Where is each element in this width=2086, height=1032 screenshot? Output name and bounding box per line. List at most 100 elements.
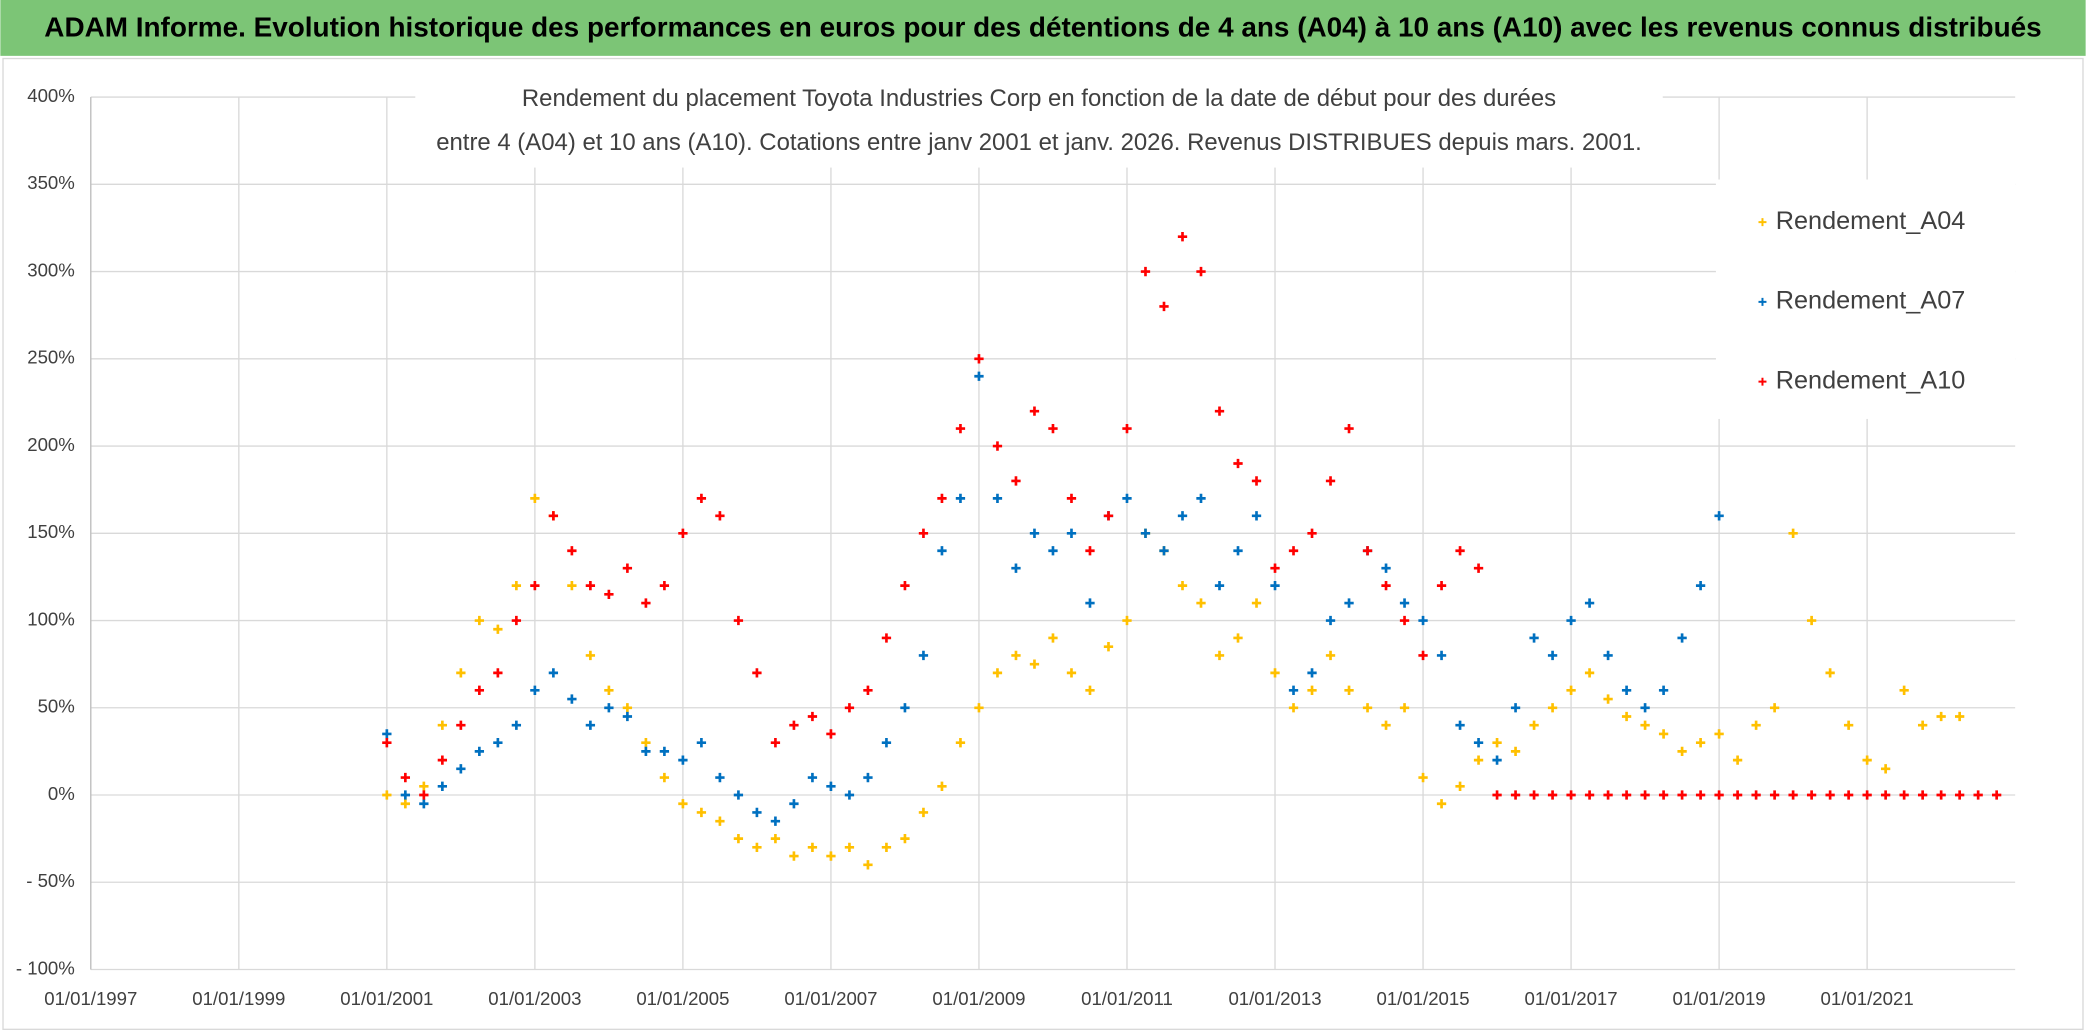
point <box>770 833 781 844</box>
point <box>992 668 1003 678</box>
point <box>493 668 503 678</box>
point <box>530 580 540 591</box>
point <box>1103 511 1114 521</box>
point <box>1103 642 1114 652</box>
point <box>900 703 910 713</box>
point <box>1325 615 1336 626</box>
point <box>1085 546 1095 556</box>
point <box>881 633 892 643</box>
point <box>1362 546 1373 556</box>
point <box>419 799 429 809</box>
y-tick-label: 100% <box>27 608 75 629</box>
point <box>1085 598 1095 608</box>
point <box>733 790 744 800</box>
point <box>1473 755 1484 765</box>
point <box>937 781 947 791</box>
point <box>1436 799 1447 809</box>
point <box>1381 563 1391 573</box>
point <box>752 668 762 678</box>
point <box>1177 580 1188 591</box>
point <box>807 711 818 722</box>
point <box>1159 546 1169 556</box>
x-tick-label: 01/01/2001 <box>340 988 433 1009</box>
legend-marker <box>1758 218 1767 227</box>
x-tick-label: 01/01/2009 <box>932 988 1025 1009</box>
legend-label: Rendement_A07 <box>1776 287 1966 315</box>
point <box>1603 650 1613 661</box>
point <box>1751 790 1761 800</box>
point <box>641 738 651 748</box>
point <box>1751 720 1761 730</box>
legend: Rendement_A04 Rendement_A07 Rendement_A10 <box>1758 207 1966 394</box>
point <box>770 816 781 826</box>
point <box>437 781 448 791</box>
point <box>696 493 707 504</box>
point <box>1714 729 1724 739</box>
point <box>881 738 892 748</box>
x-tick-label: 01/01/2007 <box>784 988 877 1009</box>
point <box>1640 703 1650 713</box>
point <box>1085 685 1095 695</box>
point <box>1196 493 1206 504</box>
legend-marker <box>1758 297 1767 306</box>
point <box>511 720 522 730</box>
point <box>1399 598 1410 608</box>
x-tick-label: 01/01/2003 <box>488 988 581 1009</box>
point <box>1436 580 1447 591</box>
point <box>1917 790 1928 800</box>
point <box>1325 476 1336 486</box>
point <box>1825 668 1835 678</box>
point <box>1492 738 1502 748</box>
point <box>955 423 966 434</box>
point <box>715 772 725 783</box>
point <box>585 720 596 730</box>
point <box>1584 598 1595 608</box>
point <box>1769 703 1780 713</box>
point <box>567 546 577 556</box>
point <box>1011 563 1021 573</box>
point <box>789 720 799 730</box>
point <box>1510 790 1521 800</box>
point <box>1048 423 1058 434</box>
legend-box <box>1715 179 2016 419</box>
point <box>548 511 559 521</box>
legend-label: Rendement_A10 <box>1776 366 1966 394</box>
point <box>715 816 725 826</box>
legend-label: Rendement_A04 <box>1776 207 1966 235</box>
point <box>474 685 485 695</box>
point <box>918 650 929 661</box>
point <box>511 615 522 626</box>
point <box>992 493 1003 504</box>
point <box>1695 580 1706 591</box>
point <box>1621 685 1632 695</box>
point <box>826 851 836 861</box>
point <box>1455 781 1465 791</box>
point <box>1603 790 1613 800</box>
point <box>1603 694 1613 704</box>
point <box>1251 598 1262 608</box>
point <box>1492 755 1502 765</box>
point <box>604 685 614 695</box>
point <box>715 511 725 521</box>
point <box>1251 476 1262 486</box>
header-band <box>0 0 2086 56</box>
point <box>1529 633 1539 643</box>
point <box>1029 659 1040 669</box>
point <box>1621 711 1632 722</box>
x-tick-label: 01/01/1999 <box>192 988 285 1009</box>
point <box>1473 563 1484 573</box>
point <box>1510 703 1521 713</box>
point <box>1270 580 1280 591</box>
point <box>1899 790 1909 800</box>
point <box>1640 790 1650 800</box>
point <box>1418 650 1428 661</box>
chart-border <box>2 57 2084 1031</box>
point <box>1307 528 1317 538</box>
point <box>1714 790 1724 800</box>
x-tick-label: 01/01/2017 <box>1525 988 1618 1009</box>
point <box>752 807 762 818</box>
point <box>1233 546 1243 556</box>
point <box>844 842 855 853</box>
point <box>493 738 503 748</box>
